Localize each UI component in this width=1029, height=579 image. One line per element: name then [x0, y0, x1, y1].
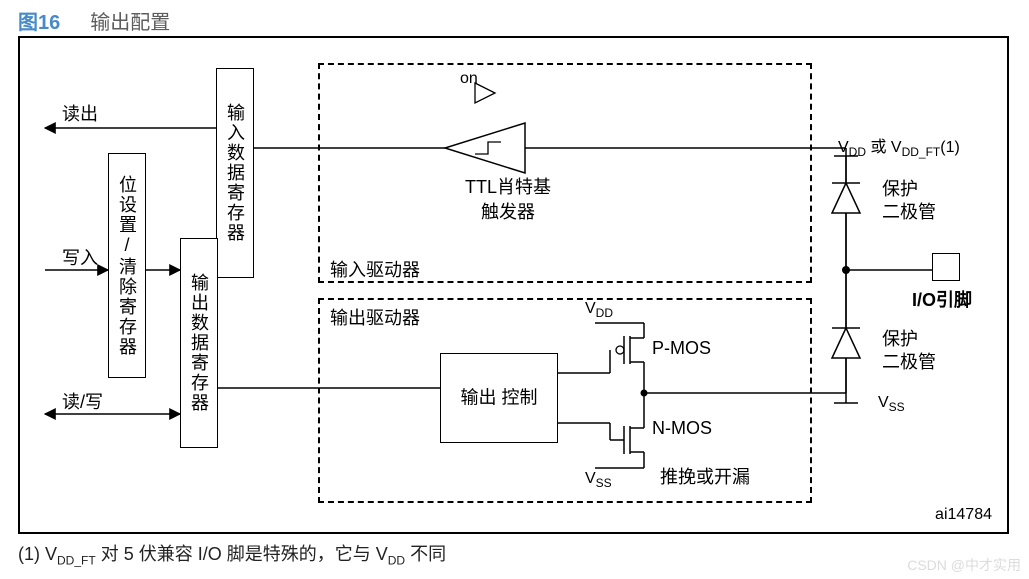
box-bitset-register: 位设置/清除寄存器: [108, 153, 146, 378]
label-read-write: 读/写: [62, 388, 103, 414]
label-pmos: P-MOS: [652, 338, 711, 359]
label-nmos: N-MOS: [652, 418, 712, 439]
figure-number: 图16: [18, 12, 60, 34]
label-prot-diode-2: 保护 二极管: [882, 328, 936, 375]
footnote: (1) VDD_FT 对 5 伏兼容 I/O 脚是特殊的，它与 VDD 不同: [18, 540, 446, 568]
label-input-driver: 输入驱动器: [330, 256, 420, 282]
box-output-control: 输出 控制: [440, 353, 558, 443]
label-read-out: 读出: [62, 100, 98, 126]
box-output-register: 输出数据寄存器: [180, 238, 218, 448]
label-prot-diode-1: 保护 二极管: [882, 178, 936, 225]
label-io-pin: I/O引脚: [912, 286, 972, 312]
label-output-driver: 输出驱动器: [330, 304, 420, 330]
label-vdd-or-ft: VDD 或 VDD_FT(1): [838, 133, 960, 159]
figure-title: 图16 输出配置: [18, 6, 170, 35]
label-vdd: VDD: [585, 300, 613, 320]
label-write-in: 写入: [62, 244, 98, 270]
label-ttl-1: TTL肖特基: [438, 173, 578, 199]
label-on: on: [460, 70, 478, 88]
diagram-frame: 读出 写入 读/写 输入数据寄存器 位设置/清除寄存器 输出数据寄存器 输入驱动…: [18, 36, 1009, 534]
figure-title-text: 输出配置: [90, 12, 170, 34]
box-io-pin: [932, 253, 960, 281]
text-output-register: 输出数据寄存器: [186, 273, 212, 413]
label-ttl-2: 触发器: [438, 198, 578, 224]
label-pushpull: 推挽或开漏: [660, 463, 750, 489]
label-ref-id: ai14784: [935, 506, 992, 524]
text-input-register: 输入数据寄存器: [222, 103, 248, 243]
watermark: CSDN @中才实用: [907, 555, 1021, 575]
text-output-control: 输出 控制: [460, 386, 537, 409]
box-input-register: 输入数据寄存器: [216, 68, 254, 278]
label-vss2: VSS: [878, 394, 905, 414]
text-bitset-register: 位设置/清除寄存器: [114, 175, 140, 357]
label-vss: VSS: [585, 470, 612, 490]
